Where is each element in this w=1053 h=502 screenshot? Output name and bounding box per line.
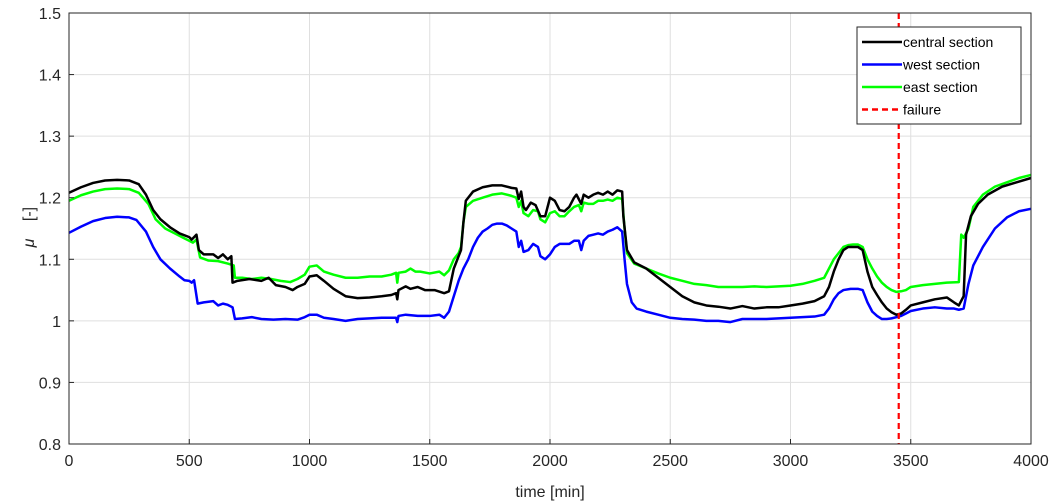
y-axis: 0.8 0.9 1 1.1 1.2 1.3 1.4 1.5 [39,6,74,454]
series-line-west-section [68,207,1032,324]
series-line-east-section [68,173,1032,294]
x-tick-label: 3500 [893,453,929,470]
legend: central section west section east section f… [856,26,1022,125]
y-tick-label: 0.9 [39,375,61,392]
legend-label: east section [903,79,978,95]
y-tick-label: 1.2 [39,191,61,208]
x-tick-label: 500 [176,453,203,470]
x-tick-label: 1500 [412,453,448,470]
y-tick-label: 1 [52,314,61,331]
series-line-central-section [68,176,1032,316]
legend-label: failure [903,102,941,118]
y-tick-label: 1.5 [39,6,61,23]
y-axis-label: μ [-] [21,207,38,248]
y-tick-label: 1.3 [39,129,61,146]
x-tick-label: 3000 [773,453,809,470]
x-tick-label: 2000 [532,453,568,470]
x-tick-label: 0 [65,453,74,470]
x-axis-label: time [min] [515,484,584,501]
x-tick-label: 4000 [1013,453,1049,470]
y-tick-label: 0.8 [39,437,61,454]
y-axis-symbol: μ [21,238,38,248]
y-tick-label: 1.1 [39,252,61,269]
x-tick-label: 2500 [652,453,688,470]
y-tick-label: 1.4 [39,68,61,85]
x-tick-label: 1000 [292,453,328,470]
legend-label: central section [903,34,993,50]
x-axis: 0 500 1000 1500 2000 2500 3000 3500 4000 [65,439,1049,470]
legend-label: west section [902,57,980,73]
y-axis-unit: [-] [21,207,38,221]
